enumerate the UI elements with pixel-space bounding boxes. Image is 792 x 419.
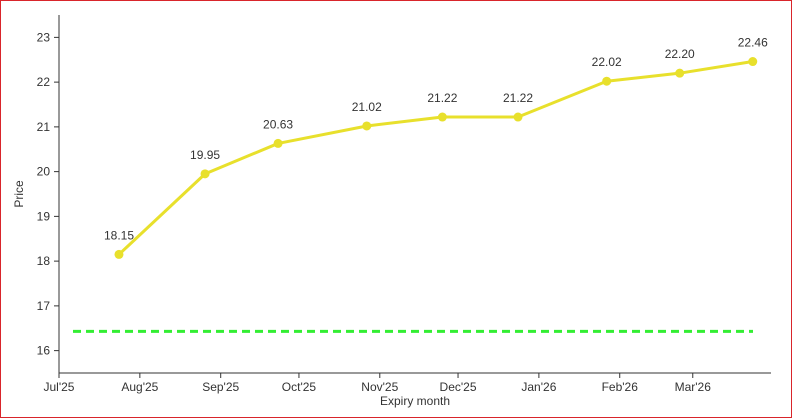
data-label: 22.46 [738,36,768,50]
data-label: 20.63 [263,117,293,131]
x-tick-label: Mar'26 [675,380,712,394]
y-tick-label: 19 [37,209,51,223]
data-point [200,169,210,179]
data-point [602,76,612,86]
data-point [513,112,523,122]
data-point [748,57,758,67]
x-tick-label: Nov'25 [361,380,398,394]
data-point [362,121,372,131]
x-tick-label: Sep'25 [202,380,239,394]
axes: 16 17 18 19 20 21 22 23 Jul'25 Aug'25 Sep'25 Oct'25… [37,15,771,394]
data-label: 18.15 [104,228,134,242]
x-tick-label: Aug'25 [121,380,158,394]
data-label: 19.95 [190,148,220,162]
data-label: 22.20 [665,47,695,61]
x-tick-label: Dec'25 [440,380,477,394]
series-group [114,57,758,259]
data-point [437,112,447,122]
data-labels: 18.15 19.95 20.63 21.02 21.22 21.22 22.02 22.20… [104,36,768,243]
x-tick-label: Oct'25 [282,380,317,394]
x-tick-label: Jul'25 [44,380,75,394]
data-point [273,138,283,148]
data-label: 21.22 [503,91,533,105]
y-tick-label: 21 [37,120,51,134]
y-tick-label: 20 [37,165,51,179]
y-axis-title: Price [12,180,26,208]
y-tick-label: 16 [37,344,51,358]
y-tick-label: 17 [37,299,51,313]
data-label: 22.02 [592,55,622,69]
x-tick-label: Feb'26 [602,380,639,394]
data-label: 21.22 [427,91,457,105]
x-tick-label: Jan'26 [521,380,556,394]
data-label: 21.02 [352,100,382,114]
y-tick-label: 23 [37,30,51,44]
data-point [675,68,685,78]
y-tick-label: 22 [37,75,51,89]
y-tick-label: 18 [37,254,51,268]
x-axis-title: Expiry month [380,394,450,408]
data-point [114,249,124,259]
